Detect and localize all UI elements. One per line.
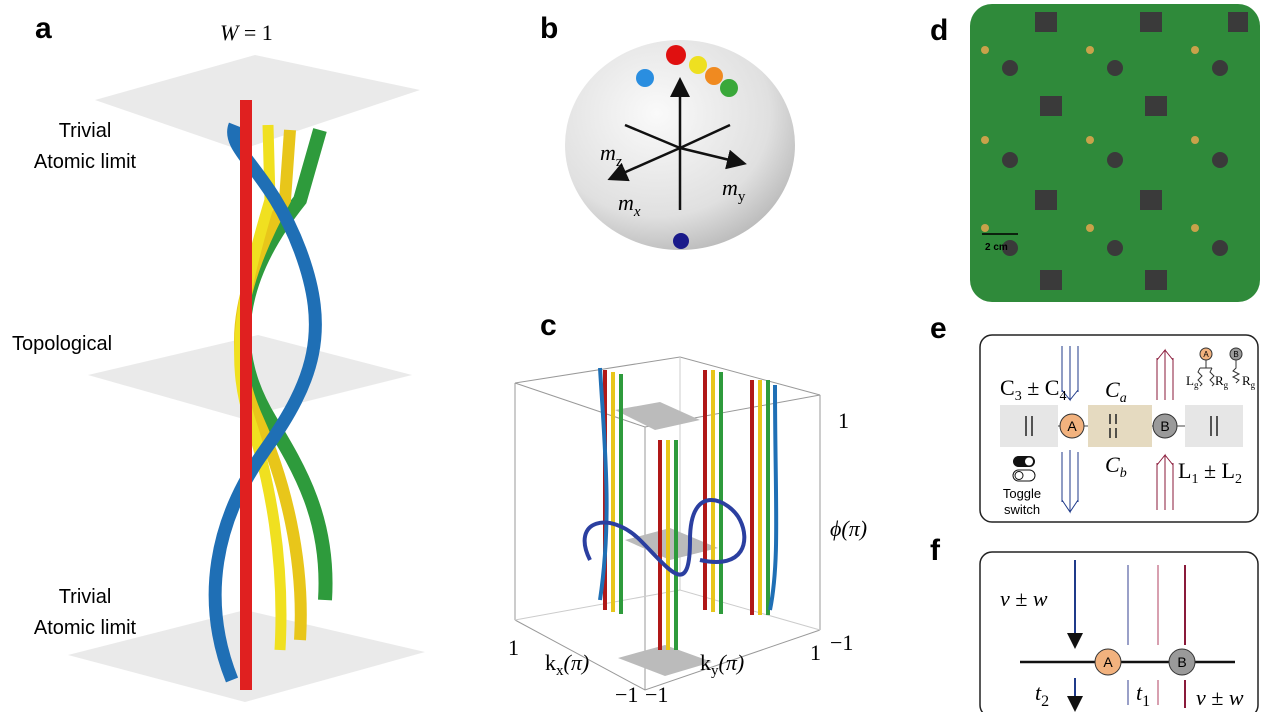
base: L bbox=[1186, 373, 1194, 388]
base: k bbox=[700, 650, 711, 675]
sub: g bbox=[1194, 380, 1199, 390]
component-label: C3 ± C4 bbox=[1000, 375, 1066, 404]
plane bbox=[615, 402, 700, 430]
component-label: L1 ± L2 bbox=[1178, 458, 1242, 487]
node-label: A bbox=[1103, 654, 1113, 670]
node-label: B bbox=[1160, 418, 1169, 434]
state-ball bbox=[673, 233, 689, 249]
panel-e: e A B C3 ± C4 Ca Cb L1 ± L2 Toggle switc… bbox=[930, 312, 1258, 522]
region-label: Atomic limit bbox=[34, 151, 137, 173]
sub: 2 bbox=[1235, 472, 1242, 487]
base: m bbox=[618, 190, 634, 215]
base: ± C bbox=[1022, 375, 1060, 400]
sub: a bbox=[1120, 391, 1127, 406]
unit: (π) bbox=[564, 650, 590, 675]
state-ball bbox=[666, 45, 686, 65]
panel-a: a W = 1 Trivial Atomic limit Topological… bbox=[12, 12, 425, 702]
tick-label: 1 bbox=[508, 635, 519, 660]
region-label: Trivial bbox=[59, 586, 112, 608]
sub: 2 bbox=[1041, 693, 1049, 710]
toggle-label: switch bbox=[1004, 502, 1040, 517]
sub: 4 bbox=[1059, 389, 1066, 404]
tick-label: −1 bbox=[830, 630, 853, 655]
panel-b: b mz mx my bbox=[540, 12, 795, 250]
region-label: Topological bbox=[12, 333, 112, 355]
toggle-icon bbox=[1015, 472, 1023, 480]
base: R bbox=[1242, 373, 1251, 388]
base: k bbox=[545, 650, 556, 675]
base: C bbox=[1105, 377, 1120, 402]
node-label: A bbox=[1203, 350, 1209, 359]
toggle-icon bbox=[1025, 458, 1033, 466]
hopping-label: v ± w bbox=[1196, 685, 1244, 710]
sub: y bbox=[738, 189, 746, 205]
axis-label: kx(π) bbox=[545, 650, 589, 679]
state-ball bbox=[636, 69, 654, 87]
tick-label: −1 bbox=[645, 682, 668, 707]
sub: b bbox=[1120, 466, 1127, 481]
sub: g bbox=[1224, 380, 1229, 390]
sub: x bbox=[633, 204, 641, 220]
scale-label: 2 cm bbox=[985, 242, 1008, 253]
panel-label: a bbox=[35, 12, 52, 45]
panel-label: b bbox=[540, 12, 558, 45]
sub: g bbox=[1251, 380, 1256, 390]
capacitor-box bbox=[1185, 405, 1243, 447]
sub: z bbox=[616, 154, 623, 170]
panel-label: d bbox=[930, 14, 948, 47]
state-ball bbox=[689, 56, 707, 74]
panel-d: d 2 cm bbox=[930, 4, 1260, 302]
winding-label: W = 1 bbox=[220, 20, 273, 45]
sub: 1 bbox=[1142, 693, 1150, 710]
panel-label: e bbox=[930, 312, 947, 345]
plane bbox=[95, 55, 420, 150]
base: m bbox=[600, 140, 616, 165]
base: ± L bbox=[1198, 458, 1235, 483]
state-ball bbox=[720, 79, 738, 97]
value: = 1 bbox=[238, 20, 272, 45]
node-label: B bbox=[1177, 654, 1186, 670]
hopping-label: v ± w bbox=[1000, 586, 1048, 611]
capacitor-box bbox=[1000, 405, 1058, 447]
node-label: A bbox=[1067, 418, 1077, 434]
panel-c: c 1 ϕ(π) −1 1 kx(π) −1 −1 ky(π) 1 bbox=[508, 309, 867, 707]
panel-label: f bbox=[930, 534, 941, 567]
toggle-label: Toggle bbox=[1003, 486, 1041, 501]
base: L bbox=[1178, 458, 1191, 483]
base: R bbox=[1215, 373, 1224, 388]
symbol: W bbox=[220, 20, 240, 45]
base: C bbox=[1105, 452, 1120, 477]
base: m bbox=[722, 175, 738, 200]
sub: 3 bbox=[1015, 389, 1022, 404]
ribbon bbox=[240, 100, 252, 690]
sub: 1 bbox=[1191, 472, 1198, 487]
region-label: Atomic limit bbox=[34, 617, 137, 639]
state-ball bbox=[705, 67, 723, 85]
tick-label: 1 bbox=[810, 640, 821, 665]
panel-f: f A B v ± w v ± w t2 t1 bbox=[930, 534, 1258, 712]
tick-label: 1 bbox=[838, 408, 849, 433]
tick-label: −1 bbox=[615, 682, 638, 707]
unit: (π) bbox=[719, 650, 745, 675]
base: C bbox=[1000, 375, 1015, 400]
region-label: Trivial bbox=[59, 120, 112, 142]
axis-label: ky(π) bbox=[700, 650, 744, 679]
capacitor-box bbox=[1088, 405, 1152, 447]
axis-label: ϕ(π) bbox=[830, 516, 867, 541]
node-label: B bbox=[1233, 350, 1238, 359]
figure: a W = 1 Trivial Atomic limit Topological… bbox=[0, 0, 1264, 712]
panel-label: c bbox=[540, 309, 557, 342]
